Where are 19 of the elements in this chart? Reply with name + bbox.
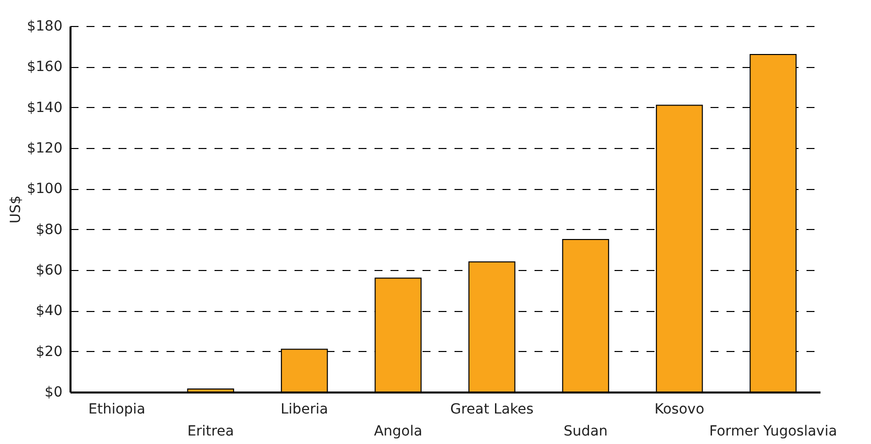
y-tick-label: $140 (26, 100, 62, 116)
x-tick-label: Angola (374, 424, 422, 440)
x-tick-label: Kosovo (654, 402, 704, 418)
x-tick-label: Sudan (564, 424, 608, 440)
x-tick-label: Ethiopia (88, 402, 146, 418)
y-tick-label: $0 (44, 384, 62, 400)
y-tick-label: $40 (36, 303, 62, 320)
y-tick-label: $20 (36, 344, 62, 360)
y-tick-label: $160 (26, 59, 62, 76)
y-tick-label: $80 (36, 222, 62, 238)
y-tick-label: $120 (26, 140, 62, 156)
x-tick-label: Liberia (280, 402, 328, 418)
x-tick-label: Great Lakes (450, 402, 534, 418)
x-tick-label: Eritrea (187, 424, 234, 440)
y-tick-label: $180 (26, 18, 62, 34)
y-tick-label: $60 (36, 262, 62, 278)
x-tick-label: Former Yugoslavia (709, 424, 838, 440)
y-tick-label: $100 (26, 181, 62, 198)
y-axis-title: US$ (8, 195, 24, 224)
